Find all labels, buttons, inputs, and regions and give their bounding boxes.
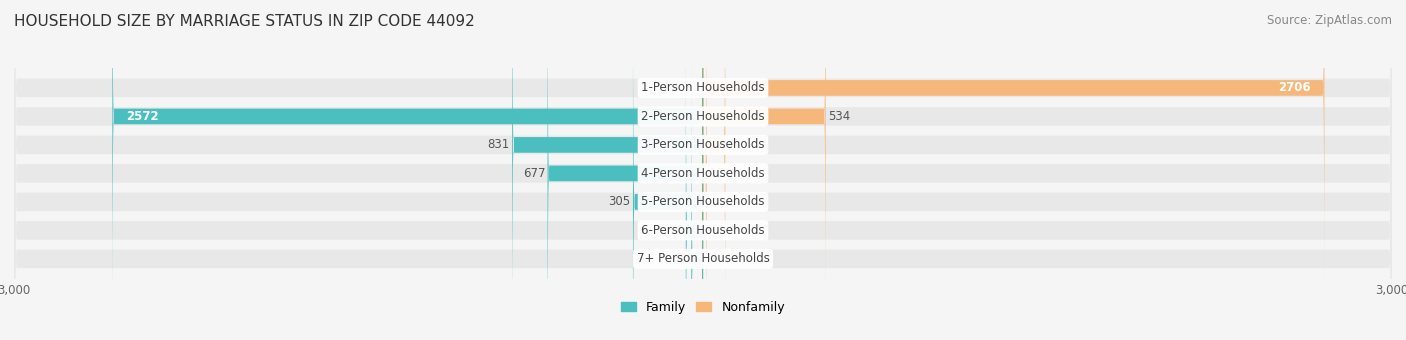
- FancyBboxPatch shape: [14, 0, 1392, 340]
- Text: 2-Person Households: 2-Person Households: [641, 110, 765, 123]
- FancyBboxPatch shape: [703, 0, 725, 340]
- Text: 75: 75: [669, 224, 683, 237]
- Text: 7+ Person Households: 7+ Person Households: [637, 252, 769, 265]
- Text: 2572: 2572: [127, 110, 159, 123]
- Text: 51: 51: [673, 252, 689, 265]
- Text: 16: 16: [709, 167, 724, 180]
- Text: 3-Person Households: 3-Person Households: [641, 138, 765, 151]
- FancyBboxPatch shape: [14, 0, 1392, 340]
- FancyBboxPatch shape: [547, 0, 703, 340]
- FancyBboxPatch shape: [14, 0, 1392, 340]
- FancyBboxPatch shape: [633, 0, 703, 340]
- FancyBboxPatch shape: [692, 39, 703, 340]
- Text: 677: 677: [523, 167, 546, 180]
- Text: 6-Person Households: 6-Person Households: [641, 224, 765, 237]
- Text: 97: 97: [727, 138, 742, 151]
- Text: 4-Person Households: 4-Person Households: [641, 167, 765, 180]
- FancyBboxPatch shape: [703, 0, 1324, 308]
- FancyBboxPatch shape: [14, 0, 1392, 340]
- Legend: Family, Nonfamily: Family, Nonfamily: [616, 296, 790, 319]
- FancyBboxPatch shape: [703, 0, 707, 340]
- Text: Source: ZipAtlas.com: Source: ZipAtlas.com: [1267, 14, 1392, 27]
- Text: HOUSEHOLD SIZE BY MARRIAGE STATUS IN ZIP CODE 44092: HOUSEHOLD SIZE BY MARRIAGE STATUS IN ZIP…: [14, 14, 475, 29]
- Text: 534: 534: [828, 110, 851, 123]
- FancyBboxPatch shape: [703, 0, 825, 337]
- Text: 2706: 2706: [1278, 82, 1310, 95]
- FancyBboxPatch shape: [686, 10, 703, 340]
- FancyBboxPatch shape: [512, 0, 703, 340]
- Text: 831: 831: [488, 138, 510, 151]
- Text: 1-Person Households: 1-Person Households: [641, 82, 765, 95]
- FancyBboxPatch shape: [14, 0, 1392, 340]
- FancyBboxPatch shape: [14, 0, 1392, 340]
- Text: 5-Person Households: 5-Person Households: [641, 195, 765, 208]
- FancyBboxPatch shape: [14, 0, 1392, 340]
- Text: 305: 305: [609, 195, 631, 208]
- FancyBboxPatch shape: [112, 0, 703, 337]
